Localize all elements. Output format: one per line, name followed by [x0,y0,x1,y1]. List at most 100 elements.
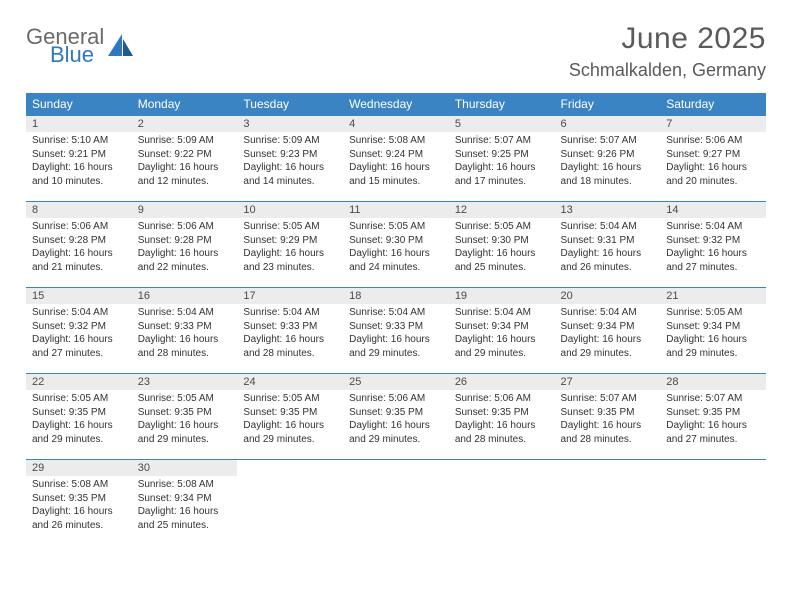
day-cell: 16Sunrise: 5:04 AMSunset: 9:33 PMDayligh… [132,288,238,374]
daylight-text: and 23 minutes. [243,261,337,275]
day-cell: 2Sunrise: 5:09 AMSunset: 9:22 PMDaylight… [132,116,238,202]
sunset-text: Sunset: 9:34 PM [138,492,232,506]
sunrise-text: Sunrise: 5:10 AM [32,134,126,148]
daylight-text: Daylight: 16 hours [455,161,549,175]
day-number-bar: 6 [555,116,661,132]
daylight-text: and 25 minutes. [455,261,549,275]
daylight-text: and 27 minutes. [666,433,760,447]
day-number-bar: 16 [132,288,238,304]
daylight-text: Daylight: 16 hours [349,419,443,433]
day-number-bar: 27 [555,374,661,390]
daylight-text: and 28 minutes. [455,433,549,447]
day-cell: 22 Sunrise: 5:05 AMSunset: 9:35 PMDayligh… [26,374,132,460]
day-number: 26 [455,376,549,388]
day-number-bar: 2 [132,116,238,132]
day-number: 17 [243,290,337,302]
day-cell: 3Sunrise: 5:09 AMSunset: 9:23 PMDaylight… [237,116,343,202]
day-cell: 29Sunrise: 5:08 AMSunset: 9:35 PMDayligh… [26,460,132,546]
sunrise-text: Sunrise: 5:05 AM [138,392,232,406]
day-cell: 13Sunrise: 5:04 AMSunset: 9:31 PMDayligh… [555,202,661,288]
sunset-text: Sunset: 9:35 PM [32,406,126,420]
sunset-text: Sunset: 9:30 PM [349,234,443,248]
daylight-text: Daylight: 16 hours [666,333,760,347]
sunrise-text: Sunrise: 5:09 AM [138,134,232,148]
day-number: 27 [561,376,655,388]
sunset-text: Sunset: 9:29 PM [243,234,337,248]
day-number: 25 [349,376,443,388]
sunrise-text: Sunrise: 5:04 AM [32,306,126,320]
day-cell: 15Sunrise: 5:04 AMSunset: 9:32 PMDayligh… [26,288,132,374]
sunrise-text: Sunrise: 5:04 AM [455,306,549,320]
daylight-text: Daylight: 16 hours [32,333,126,347]
day-cell: 18Sunrise: 5:04 AMSunset: 9:33 PMDayligh… [343,288,449,374]
sunset-text: Sunset: 9:33 PM [138,320,232,334]
day-number-bar: 10 [237,202,343,218]
daylight-text: Daylight: 16 hours [455,247,549,261]
daylight-text: Daylight: 16 hours [349,161,443,175]
day-number: 14 [666,204,760,216]
sunrise-text: Sunrise: 5:05 AM [32,392,126,406]
day-number: 11 [349,204,443,216]
day-number: 22 [32,376,126,388]
week-row: 15Sunrise: 5:04 AMSunset: 9:32 PMDayligh… [26,288,766,374]
day-cell: 6Sunrise: 5:07 AMSunset: 9:26 PMDaylight… [555,116,661,202]
daylight-text: and 26 minutes. [32,519,126,533]
daylight-text: and 29 minutes. [666,347,760,361]
daylight-text: Daylight: 16 hours [455,419,549,433]
day-number: 3 [243,118,337,130]
logo-text-block: General Blue [26,26,104,66]
day-cell: 24Sunrise: 5:05 AMSunset: 9:35 PMDayligh… [237,374,343,460]
day-number-bar: 5 [449,116,555,132]
daylight-text: and 29 minutes. [349,347,443,361]
day-number-bar: 19 [449,288,555,304]
sunrise-text: Sunrise: 5:04 AM [349,306,443,320]
daylight-text: and 26 minutes. [561,261,655,275]
month-title: June 2025 [569,22,766,56]
day-cell: 14Sunrise: 5:04 AMSunset: 9:32 PMDayligh… [660,202,766,288]
sunset-text: Sunset: 9:21 PM [32,148,126,162]
dow-saturday: Saturday [660,93,766,116]
sunset-text: Sunset: 9:34 PM [666,320,760,334]
day-number-bar: 9 [132,202,238,218]
sunrise-text: Sunrise: 5:04 AM [666,220,760,234]
sunset-text: Sunset: 9:31 PM [561,234,655,248]
daylight-text: and 29 minutes. [32,433,126,447]
sunset-text: Sunset: 9:32 PM [32,320,126,334]
day-number: 1 [32,118,126,130]
day-number: 16 [138,290,232,302]
daylight-text: and 10 minutes. [32,175,126,189]
daylight-text: and 21 minutes. [32,261,126,275]
daylight-text: Daylight: 16 hours [32,419,126,433]
day-cell: 11Sunrise: 5:05 AMSunset: 9:30 PMDayligh… [343,202,449,288]
daylight-text: and 20 minutes. [666,175,760,189]
daylight-text: and 28 minutes. [138,347,232,361]
daylight-text: and 18 minutes. [561,175,655,189]
daylight-text: and 29 minutes. [455,347,549,361]
sunrise-text: Sunrise: 5:08 AM [32,478,126,492]
week-row: 29Sunrise: 5:08 AMSunset: 9:35 PMDayligh… [26,460,766,546]
dow-thursday: Thursday [449,93,555,116]
day-number: 5 [455,118,549,130]
day-number-bar: 21 [660,288,766,304]
sunset-text: Sunset: 9:25 PM [455,148,549,162]
day-number-bar: 8 [26,202,132,218]
day-number: 20 [561,290,655,302]
sunset-text: Sunset: 9:35 PM [455,406,549,420]
day-cell: 25Sunrise: 5:06 AMSunset: 9:35 PMDayligh… [343,374,449,460]
daylight-text: and 22 minutes. [138,261,232,275]
daylight-text: and 29 minutes. [349,433,443,447]
daylight-text: and 27 minutes. [32,347,126,361]
calendar-grid: Sunday Monday Tuesday Wednesday Thursday… [26,93,766,546]
day-number: 21 [666,290,760,302]
day-number-bar: 28 [660,374,766,390]
daylight-text: and 24 minutes. [349,261,443,275]
day-cell [449,460,555,546]
daylight-text: Daylight: 16 hours [138,333,232,347]
daylight-text: Daylight: 16 hours [32,505,126,519]
daylight-text: and 27 minutes. [666,261,760,275]
day-number-bar: 4 [343,116,449,132]
day-cell: 7Sunrise: 5:06 AMSunset: 9:27 PMDaylight… [660,116,766,202]
daylight-text: Daylight: 16 hours [32,161,126,175]
sunset-text: Sunset: 9:35 PM [138,406,232,420]
sunrise-text: Sunrise: 5:05 AM [243,392,337,406]
